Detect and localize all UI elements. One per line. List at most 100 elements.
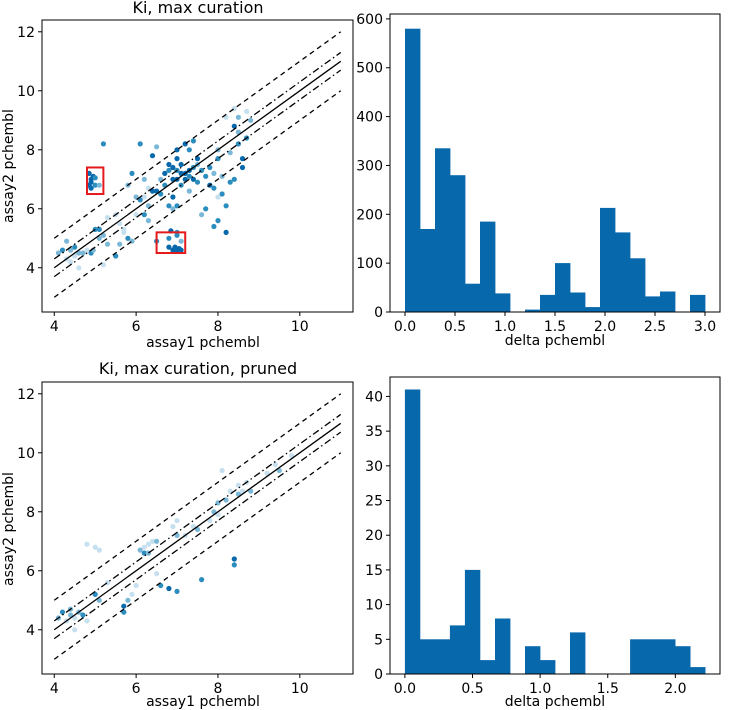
data-point bbox=[84, 247, 90, 253]
histogram-bar bbox=[419, 639, 436, 674]
data-point bbox=[215, 218, 221, 224]
data-point bbox=[129, 591, 135, 598]
histogram-bar bbox=[540, 294, 556, 312]
data-point bbox=[219, 467, 225, 474]
y-tick-label: 10 bbox=[17, 446, 35, 462]
histogram-bar bbox=[450, 175, 466, 312]
data-point bbox=[219, 191, 225, 197]
plot-area bbox=[53, 393, 342, 660]
histogram-bar bbox=[555, 263, 571, 312]
data-point bbox=[178, 161, 184, 168]
histogram-bar bbox=[600, 207, 616, 312]
data-point bbox=[137, 141, 143, 147]
x-tick-label: 0.5 bbox=[444, 319, 466, 335]
x-tick-label: 3.0 bbox=[694, 319, 716, 335]
data-point bbox=[141, 212, 147, 218]
scatter-panel-top: 4 6 8 10 4 6 8 10 12 bbox=[17, 19, 354, 335]
data-point bbox=[166, 161, 172, 168]
x-tick-label: 8 bbox=[213, 681, 222, 697]
data-point bbox=[162, 170, 168, 176]
plot-area bbox=[53, 31, 342, 298]
y-tick-label: 10 bbox=[365, 598, 383, 614]
data-point bbox=[231, 562, 237, 568]
histogram-panel-bottom: 0.0 0.5 1.0 1.5 2.0 0 5 10 15 20 25 30 35 40 bbox=[365, 376, 721, 697]
data-point bbox=[186, 188, 192, 194]
data-point bbox=[125, 235, 131, 241]
data-point bbox=[141, 194, 147, 200]
data-point bbox=[96, 182, 102, 188]
data-point bbox=[174, 588, 180, 595]
y-tick-label: 8 bbox=[26, 505, 35, 521]
data-point bbox=[92, 182, 98, 188]
y-tick-label: 40 bbox=[365, 389, 383, 405]
data-point bbox=[96, 226, 102, 232]
data-point bbox=[80, 612, 86, 618]
data-point bbox=[104, 215, 111, 221]
data-point bbox=[235, 114, 241, 120]
data-point bbox=[88, 179, 94, 185]
y-tick-label: 4 bbox=[26, 623, 35, 639]
data-point bbox=[211, 170, 217, 176]
histogram-bar bbox=[570, 632, 586, 674]
y-tick-label: 25 bbox=[365, 494, 383, 510]
x-tick-label: 2.0 bbox=[594, 319, 616, 335]
hist-xlabel-top: delta pchembl bbox=[505, 333, 605, 349]
scatter-xlabel-bottom: assay1 pchembl bbox=[146, 694, 260, 710]
data-point bbox=[166, 167, 172, 173]
data-point bbox=[59, 609, 66, 615]
histogram-bar bbox=[690, 667, 706, 674]
data-point bbox=[190, 176, 196, 182]
y-tick-label: 6 bbox=[26, 564, 35, 580]
axes-frame bbox=[41, 381, 354, 675]
histogram-bar bbox=[630, 639, 646, 674]
scatter-title-bottom: Ki, max curation, pruned bbox=[99, 359, 297, 378]
histogram-bar bbox=[404, 389, 421, 674]
histogram-bar bbox=[645, 296, 661, 312]
data-point bbox=[149, 153, 156, 159]
x-tick-label: 1.5 bbox=[544, 319, 566, 335]
histogram-bar bbox=[465, 283, 481, 312]
y-tick-label: 12 bbox=[17, 387, 35, 403]
y-tick-label: 5 bbox=[374, 632, 383, 648]
data-point bbox=[203, 206, 209, 212]
data-point bbox=[166, 585, 172, 592]
x-tick-label: 6 bbox=[132, 681, 141, 697]
y-tick-label: 30 bbox=[365, 459, 383, 475]
data-point bbox=[166, 203, 172, 209]
data-point bbox=[133, 582, 139, 589]
histogram-bar bbox=[615, 232, 631, 312]
data-point bbox=[149, 538, 156, 544]
data-point bbox=[223, 203, 229, 209]
data-point bbox=[199, 212, 205, 218]
y-tick-label: 300 bbox=[356, 158, 383, 174]
reference-line-dashdot bbox=[53, 51, 342, 260]
hist-xlabel-bottom: delta pchembl bbox=[505, 694, 605, 710]
y-tick-label: 100 bbox=[356, 256, 383, 272]
data-point bbox=[137, 547, 143, 553]
data-point bbox=[55, 250, 62, 256]
data-point bbox=[174, 518, 180, 524]
data-point bbox=[178, 238, 184, 244]
y-tick-label: 15 bbox=[365, 563, 383, 579]
histogram-bar bbox=[495, 293, 511, 312]
data-point bbox=[76, 265, 82, 271]
data-point bbox=[248, 117, 254, 123]
histogram-bar bbox=[420, 229, 436, 312]
data-point bbox=[194, 179, 201, 185]
reference-line-solid bbox=[53, 422, 342, 631]
data-point bbox=[272, 462, 278, 468]
y-tick-label: 200 bbox=[356, 207, 383, 223]
data-point bbox=[186, 173, 192, 179]
data-point bbox=[244, 108, 250, 114]
data-point bbox=[104, 241, 111, 247]
data-point bbox=[211, 223, 217, 230]
data-point bbox=[145, 218, 151, 224]
data-point bbox=[154, 538, 160, 544]
reference-line-dashed bbox=[53, 452, 342, 660]
data-point bbox=[92, 175, 98, 181]
data-point bbox=[145, 541, 151, 547]
x-tick-label: 1.5 bbox=[597, 681, 619, 697]
axes-frame bbox=[389, 376, 721, 675]
x-tick-label: 1.0 bbox=[529, 681, 551, 697]
data-point bbox=[100, 141, 106, 147]
